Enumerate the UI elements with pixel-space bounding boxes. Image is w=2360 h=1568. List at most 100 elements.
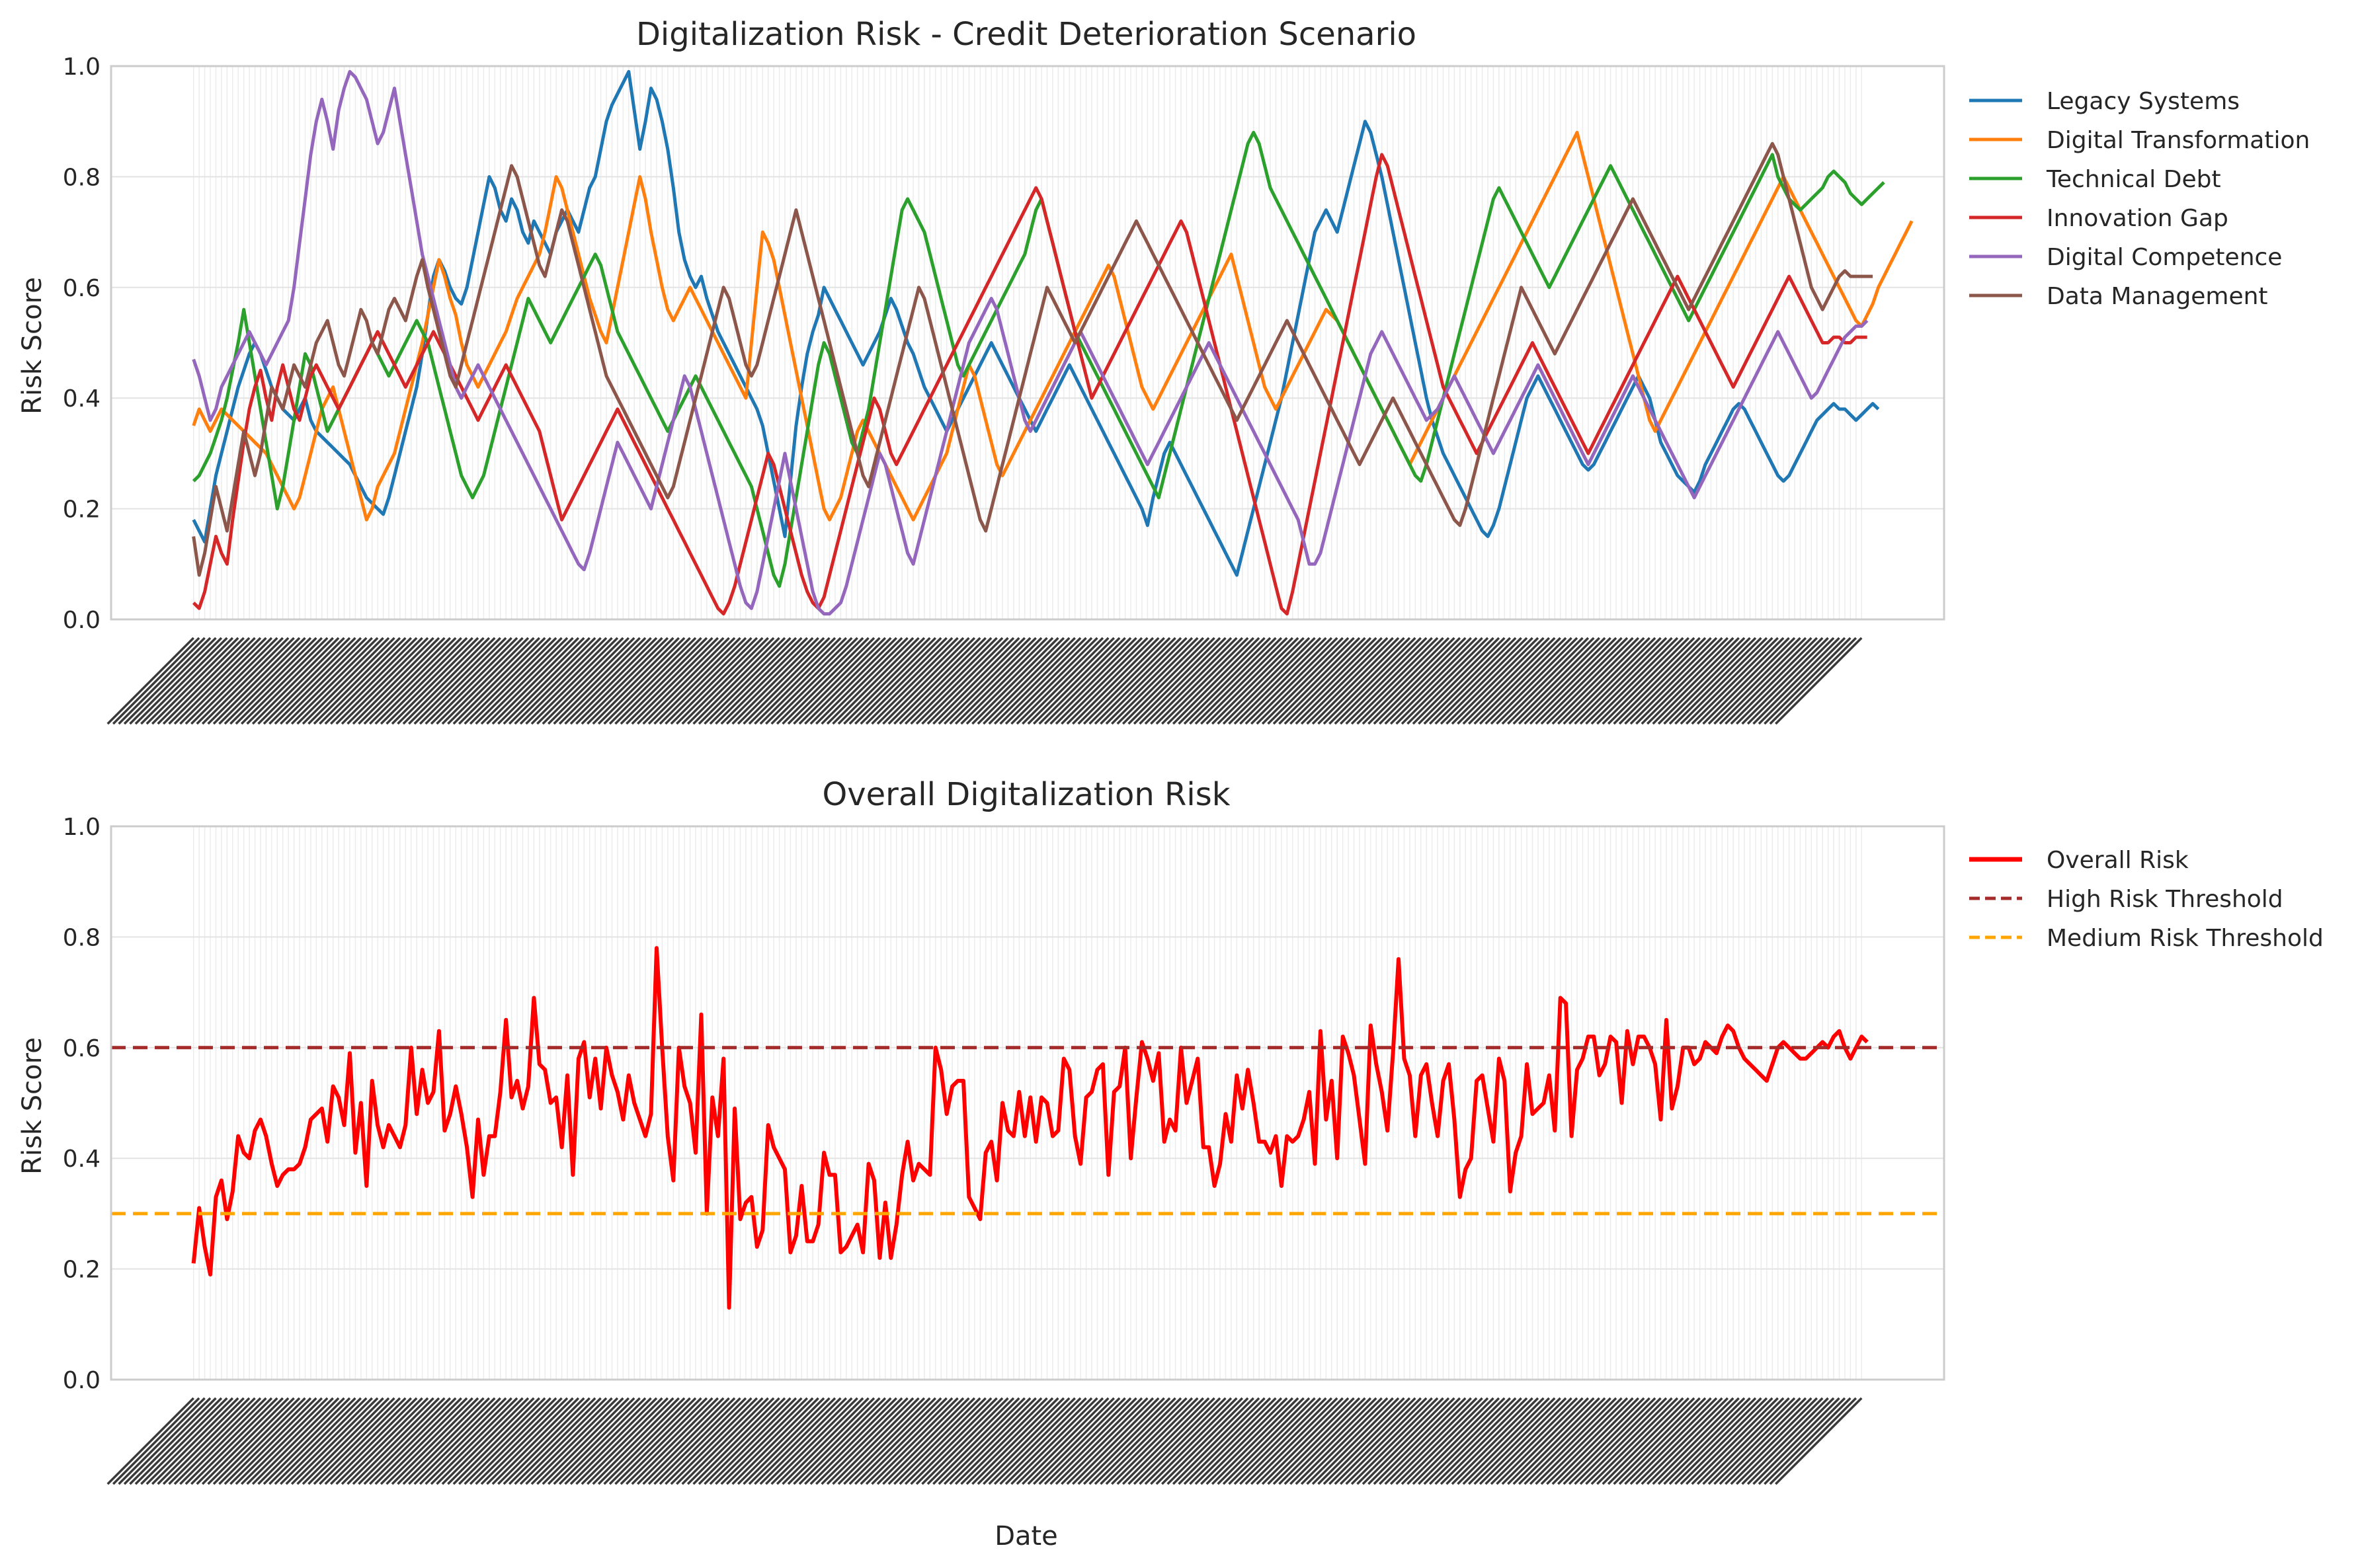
x-tick-label	[793, 1397, 881, 1485]
x-tick-label	[1022, 637, 1110, 725]
x-tick-label	[1267, 1397, 1355, 1485]
x-tick-label	[787, 1397, 875, 1485]
x-tick-label	[1496, 637, 1584, 725]
x-tick-label	[1696, 637, 1785, 725]
x-tick-label	[860, 1397, 948, 1485]
x-tick-label	[1490, 1397, 1578, 1485]
x-tick-label	[1758, 1397, 1846, 1485]
x-tick-label	[798, 1397, 887, 1485]
x-tick-label	[1507, 637, 1595, 725]
x-tick-label	[1590, 637, 1679, 725]
x-tick-label	[1072, 637, 1160, 725]
x-tick-label	[1222, 637, 1311, 725]
x-tick-label	[676, 637, 764, 725]
x-tick-label	[709, 637, 797, 725]
x-tick-label	[1139, 1397, 1227, 1485]
x-tick-label	[943, 1397, 1032, 1485]
x-tick-label	[887, 1397, 976, 1485]
x-tick-label	[1635, 1397, 1723, 1485]
x-tick-label	[965, 1397, 1054, 1485]
y-tick-label: 0.0	[63, 1367, 101, 1394]
x-tick-label	[285, 637, 373, 725]
x-tick-label	[530, 1397, 619, 1485]
x-tick-label	[307, 1397, 395, 1485]
legend-item-overall-risk-label: Overall Risk	[2047, 847, 2189, 874]
x-tick-label	[1239, 637, 1327, 725]
x-tick-label	[1596, 637, 1684, 725]
x-tick-label	[480, 637, 569, 725]
x-tick-label	[871, 637, 959, 725]
x-tick-label	[776, 1397, 864, 1485]
x-tick-label	[1322, 637, 1411, 725]
legend-item-legacy-systems-label: Legacy Systems	[2047, 88, 2240, 115]
x-tick-labels	[106, 1397, 1863, 1485]
x-tick-label	[782, 637, 870, 725]
x-tick-label	[140, 637, 228, 725]
x-tick-label	[307, 637, 395, 725]
x-tick-label	[352, 637, 440, 725]
x-tick-label	[1200, 637, 1288, 725]
series-legacy-systems-line	[192, 69, 1880, 577]
x-tick-label	[179, 1397, 267, 1485]
x-tick-label	[1389, 637, 1478, 725]
x-tick-label	[251, 1397, 340, 1485]
x-tick-label	[592, 1397, 680, 1485]
x-tick-label	[1384, 637, 1472, 725]
x-tick-label	[224, 1397, 312, 1485]
x-tick-label	[464, 1397, 551, 1485]
x-tick-label	[899, 1397, 987, 1485]
x-tick-label	[1412, 637, 1500, 725]
x-tick-label	[151, 1397, 239, 1485]
x-tick-label	[1657, 637, 1746, 725]
x-tick-label	[1211, 637, 1299, 725]
series-lines	[111, 946, 1944, 1310]
x-tick-label	[1758, 637, 1846, 725]
x-tick-label	[1295, 1397, 1383, 1485]
x-tick-label	[876, 637, 965, 725]
y-tick-label: 0.0	[63, 607, 101, 634]
x-tick-label	[725, 637, 814, 725]
x-tick-label	[1082, 637, 1171, 725]
x-tick-label	[1434, 1397, 1522, 1485]
x-tick-label	[1161, 1397, 1249, 1485]
x-tick-label	[698, 1397, 786, 1485]
x-tick-label	[1406, 637, 1494, 725]
x-tick-label	[603, 637, 691, 725]
x-tick-label	[1574, 1397, 1662, 1485]
x-tick-label	[1585, 1397, 1673, 1485]
x-tick-label	[1680, 1397, 1768, 1485]
x-tick-label	[151, 637, 239, 725]
x-tick-label	[380, 1397, 468, 1485]
x-tick-label	[809, 637, 897, 725]
x-tick-label	[1479, 637, 1567, 725]
x-tick-label	[358, 637, 446, 725]
x-tick-label	[1077, 637, 1165, 725]
x-tick-label	[212, 637, 301, 725]
x-tick-label	[1473, 1397, 1561, 1485]
top-chart-title: Digitalization Risk - Credit Deteriorati…	[636, 16, 1416, 53]
x-tick-label	[458, 1397, 546, 1485]
x-tick-label	[804, 1397, 892, 1485]
x-tick-label	[553, 1397, 641, 1485]
x-tick-label	[1707, 637, 1796, 725]
x-tick-label	[1764, 1397, 1851, 1485]
x-tick-label	[575, 637, 663, 725]
x-tick-label	[876, 1397, 965, 1485]
x-tick-label	[1775, 637, 1863, 725]
x-tick-label	[926, 1397, 1015, 1485]
x-tick-label	[530, 637, 619, 725]
x-tick-label	[1445, 637, 1533, 725]
x-tick-label	[1557, 1397, 1645, 1485]
x-tick-label	[558, 1397, 647, 1485]
x-tick-label	[1518, 637, 1606, 725]
x-tick-label	[1579, 1397, 1668, 1485]
x-tick-label	[1702, 1397, 1790, 1485]
x-tick-label	[184, 637, 273, 725]
x-tick-label	[1217, 637, 1305, 725]
x-tick-label	[1418, 637, 1506, 725]
x-tick-label	[168, 637, 256, 725]
x-tick-label	[1194, 637, 1283, 725]
x-tick-label	[631, 1397, 719, 1485]
x-tick-label	[212, 1397, 301, 1485]
x-tick-label	[525, 637, 613, 725]
